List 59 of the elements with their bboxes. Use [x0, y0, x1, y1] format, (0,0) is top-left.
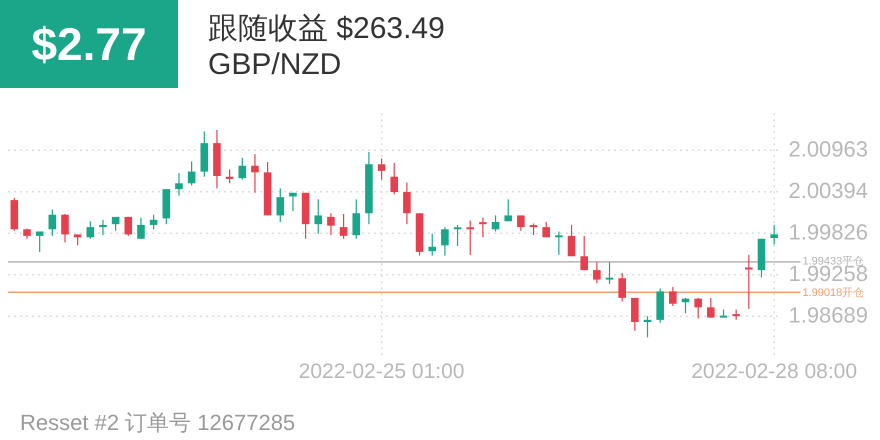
candlestick — [112, 216, 120, 232]
x-tick-label: 2022-02-25 01:00 — [298, 360, 464, 384]
candlestick — [492, 214, 500, 232]
candlestick — [770, 224, 778, 246]
x-tick-label: 2022-02-28 08:00 — [691, 360, 858, 384]
y-tick-label: 2.00394 — [788, 178, 868, 203]
candlestick — [530, 222, 538, 236]
candlestick — [517, 214, 525, 232]
candlestick — [48, 208, 56, 236]
candlestick — [542, 221, 550, 238]
candlestick — [289, 192, 297, 212]
candlestick — [61, 213, 69, 244]
candlestick — [36, 230, 44, 253]
candlestick — [479, 217, 487, 238]
candlestick — [251, 153, 259, 194]
candlestick — [428, 233, 436, 256]
candlestick — [644, 316, 652, 338]
candlestick — [707, 297, 715, 318]
candlestick — [568, 224, 576, 257]
candlestick — [226, 168, 234, 184]
chart-title: 跟随收益 $263.49 — [208, 11, 445, 47]
candlestick — [378, 158, 386, 180]
candlestick — [188, 160, 196, 186]
y-tick-label: 1.98689 — [788, 302, 868, 328]
candlestick — [276, 188, 284, 223]
candlestick — [314, 198, 322, 234]
candlestick — [504, 198, 512, 222]
candlestick — [352, 198, 360, 240]
candlestick — [593, 262, 601, 284]
candlestick — [86, 220, 94, 240]
candlestick — [403, 182, 411, 225]
candlestick — [327, 212, 335, 236]
text: $2.77 — [0, 0, 178, 88]
candlestick — [694, 297, 702, 319]
ref-line-label: 1.99018开仓 — [802, 286, 864, 299]
chart-subtitle: GBP/NZD — [208, 48, 342, 82]
candlestick — [23, 228, 31, 240]
candlestick — [390, 162, 398, 195]
candlestick — [555, 230, 563, 256]
y-tick-label: 2.00963 — [788, 136, 868, 162]
candlestick — [618, 272, 626, 302]
candlestick — [150, 214, 158, 230]
y-tick-label: 1.99826 — [788, 219, 868, 244]
candlestick — [238, 157, 246, 180]
candlestick — [580, 235, 588, 271]
candlestick — [745, 254, 753, 310]
text: Resset #2 订单号 12677285 — [20, 409, 296, 437]
candlestick — [682, 297, 690, 314]
candlestick — [732, 309, 740, 320]
candlestick — [124, 216, 132, 236]
candlestick — [137, 217, 145, 240]
candlestick — [340, 213, 348, 240]
candlestick — [669, 286, 677, 307]
candlestick — [606, 262, 614, 285]
candlestick — [454, 224, 462, 247]
candlestick — [99, 219, 107, 236]
candlestick — [441, 226, 449, 256]
candlestick — [466, 220, 474, 256]
candlestick — [175, 172, 183, 196]
